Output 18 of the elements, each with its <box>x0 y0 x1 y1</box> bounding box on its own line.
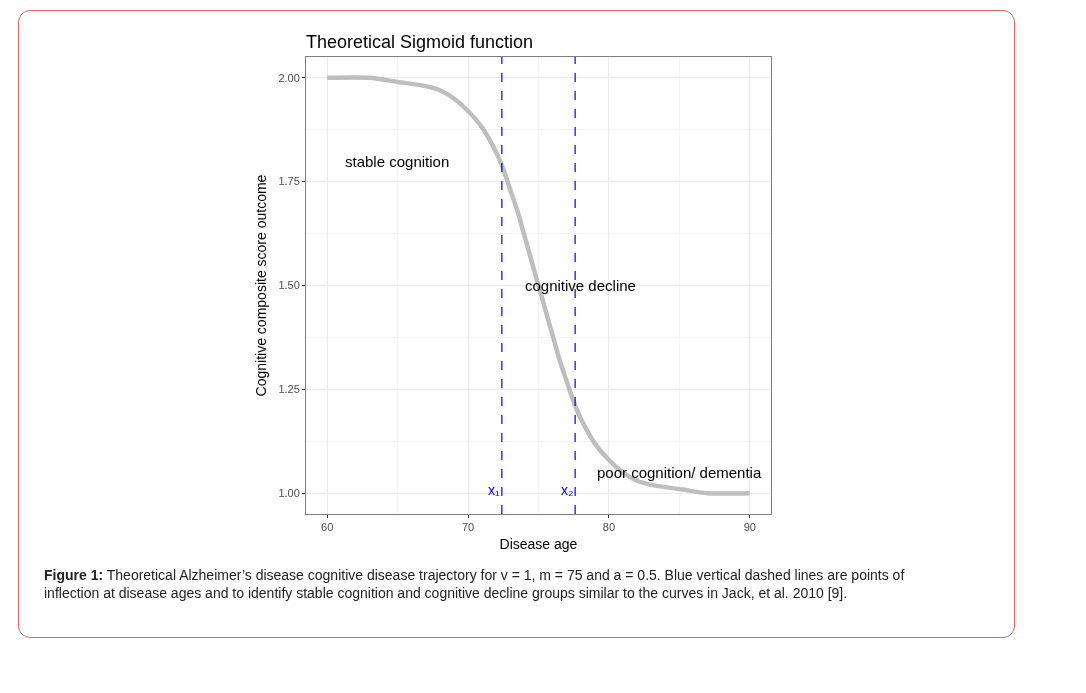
y-tick-label: 1.25 <box>278 383 300 396</box>
y-tick-label: 1.00 <box>278 487 300 500</box>
y-tick-label: 1.75 <box>278 175 300 188</box>
y-tick-label: 2.00 <box>278 71 300 84</box>
x-tick-label: 90 <box>743 521 756 534</box>
y-axis-title: Cognitive composite score outcome <box>252 174 269 397</box>
x-tick-label: 80 <box>602 521 616 534</box>
x-axis-title: Disease age <box>499 535 578 552</box>
annotation: poor cognition/ dementia <box>597 464 762 481</box>
x-tick-label: 60 <box>321 521 334 534</box>
chart-title: Theoretical Sigmoid function <box>306 32 534 53</box>
annotation: cognitive decline <box>525 277 636 294</box>
annotation: stable cognition <box>345 153 450 170</box>
y-tick-label: 1.50 <box>278 279 300 292</box>
caption: Figure 1: Theoretical Alzheimer’s disease cognitive disease trajectory for v = 1, m = 75 and a = 0.5. Blue vertical dashed lines are points of inflection at disease ages and to identify stable cognition and cognitive decline groups similar to the curves in Jack, et al. 2010 [9]. <box>44 567 905 602</box>
ref-line-label: x₂ <box>561 482 574 498</box>
x-tick-label: 70 <box>461 521 475 534</box>
ref-line-label: x₁ <box>488 482 500 498</box>
